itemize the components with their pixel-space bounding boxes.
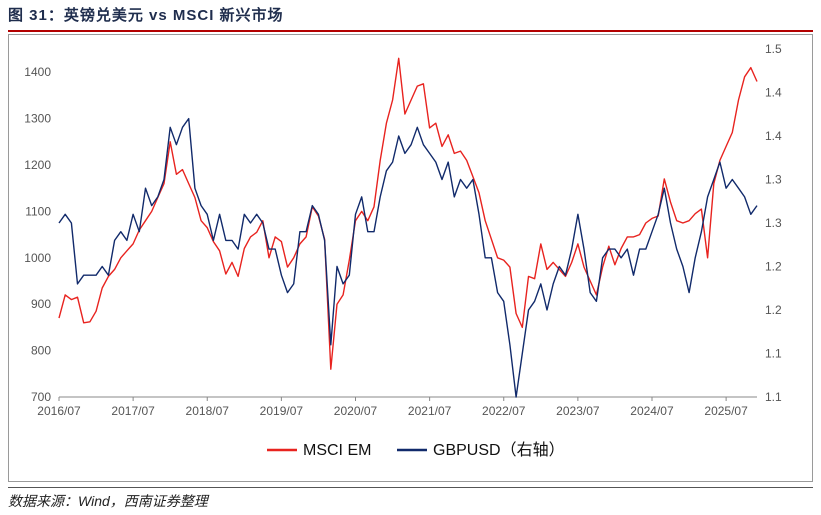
y-right-tick-label: 1.1 bbox=[765, 347, 782, 361]
chart-title: 图 31：英镑兑美元 vs MSCI 新兴市场 bbox=[8, 7, 284, 24]
chart-svg: 2016/07 2017/07 2018/07 2019/07 2020/07 2021/… bbox=[24, 42, 782, 459]
source-divider bbox=[8, 487, 813, 488]
y-left-tick-label: 1200 bbox=[24, 158, 51, 172]
x-tick-label: 2025/07 bbox=[704, 404, 748, 418]
x-tick-label: 2016/07 bbox=[37, 404, 81, 418]
y-left-tick-label: 1100 bbox=[25, 204, 51, 218]
x-tick-label: 2022/07 bbox=[482, 404, 526, 418]
legend-label-0: MSCI EM bbox=[303, 442, 371, 459]
y-right-tick-label: 1.2 bbox=[765, 303, 782, 317]
y-right-tick-label: 1.3 bbox=[765, 216, 782, 230]
x-tick-label: 2021/07 bbox=[408, 404, 452, 418]
y-left-tick-label: 800 bbox=[31, 344, 51, 358]
chart-axes: 2016/07 2017/07 2018/07 2019/07 2020/07 2021/… bbox=[24, 42, 782, 418]
legend-label-1: GBPUSD（右轴） bbox=[433, 441, 565, 459]
x-tick-label: 2018/07 bbox=[186, 404, 230, 418]
y-right-tick-label: 1.4 bbox=[765, 86, 782, 100]
y-left-tick-label: 1400 bbox=[24, 65, 51, 79]
y-right-tick-label: 1.3 bbox=[765, 173, 782, 187]
chart-frame: 2016/07 2017/07 2018/07 2019/07 2020/07 2021/… bbox=[8, 34, 813, 482]
y-right-tick-label: 1.2 bbox=[765, 260, 782, 274]
series-line-0 bbox=[58, 57, 758, 370]
x-tick-label: 2023/07 bbox=[556, 404, 600, 418]
y-left-tick-label: 1000 bbox=[24, 251, 51, 265]
x-tick-label: 2020/07 bbox=[334, 404, 378, 418]
series-line-1 bbox=[58, 117, 758, 398]
y-right-tick-label: 1.5 bbox=[765, 42, 782, 56]
y-left-tick-label: 1300 bbox=[24, 112, 51, 126]
chart-legend: MSCI EM GBPUSD（右轴） bbox=[267, 441, 565, 459]
x-tick-label: 2017/07 bbox=[111, 404, 155, 418]
y-left-tick-label: 900 bbox=[31, 297, 51, 311]
x-tick-label: 2024/07 bbox=[630, 404, 674, 418]
title-divider bbox=[8, 30, 813, 32]
y-right-tick-label: 1.4 bbox=[765, 129, 782, 143]
y-left-tick-label: 700 bbox=[31, 390, 51, 404]
source-note: 数据来源：Wind，西南证券整理 bbox=[8, 493, 208, 509]
y-right-tick-label: 1.1 bbox=[765, 390, 782, 404]
x-tick-label: 2019/07 bbox=[260, 404, 304, 418]
chart-series-lines bbox=[58, 57, 758, 398]
